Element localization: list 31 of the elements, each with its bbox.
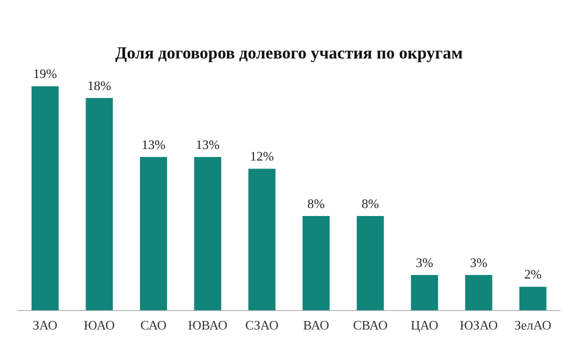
x-tick-label: СВАО <box>352 318 388 333</box>
data-label: 12% <box>250 148 274 164</box>
data-label: 18% <box>87 78 112 93</box>
data-label: 13% <box>142 136 166 152</box>
bar <box>32 86 59 310</box>
bar <box>465 275 492 310</box>
data-label: 19% <box>33 66 58 82</box>
x-tick-label: ЦАО <box>410 318 438 333</box>
bar <box>356 216 384 310</box>
x-tick-label: ЗелАО <box>514 318 552 333</box>
bar <box>86 98 113 310</box>
x-tick-label: ЮВАО <box>188 318 228 333</box>
x-tick-label: ВАО <box>303 318 330 333</box>
x-tick-label: СЗАО <box>245 318 279 333</box>
data-label: 8% <box>362 196 380 211</box>
x-tick-label: ЗАО <box>32 318 58 333</box>
chart-title: Доля договоров долевого участия по округам <box>115 44 464 63</box>
bar <box>519 286 546 310</box>
x-tick-label: САО <box>140 318 167 333</box>
bar <box>140 157 168 310</box>
bar <box>302 216 330 310</box>
data-label: 3% <box>470 254 488 270</box>
bar <box>410 275 438 310</box>
x-tick-label: ЮАО <box>84 318 115 333</box>
data-label: 3% <box>416 254 434 270</box>
data-label: 2% <box>524 266 542 282</box>
data-label: 13% <box>196 136 220 152</box>
bar <box>194 157 222 310</box>
x-tick-label: ЮЗАО <box>460 318 498 333</box>
bar <box>248 168 276 310</box>
data-label: 8% <box>307 196 325 211</box>
